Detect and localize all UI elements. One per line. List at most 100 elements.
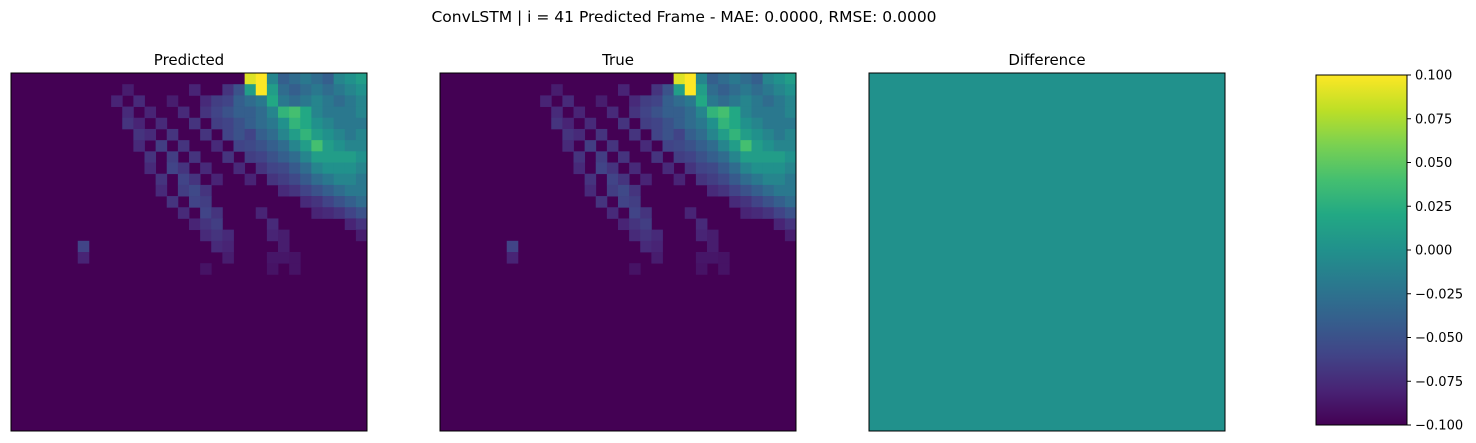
true-cell [773, 218, 786, 231]
true-cell [651, 117, 663, 130]
colorbar-tick-label: 0.000 [1415, 244, 1452, 259]
true-cell [707, 173, 719, 186]
predicted-cell [255, 117, 268, 130]
true-cell [707, 73, 719, 85]
predicted-cell [233, 106, 246, 119]
predicted-cell [333, 73, 346, 85]
predicted-cell [322, 196, 335, 208]
true-cell [718, 173, 730, 186]
predicted-cell [166, 162, 179, 175]
predicted-cell [311, 184, 323, 197]
predicted-cell [333, 117, 346, 130]
predicted-cell [133, 117, 145, 130]
true-cell [629, 184, 641, 197]
predicted-cell [266, 162, 279, 175]
heatmap-predicted [11, 73, 368, 431]
true-cell [673, 173, 686, 186]
true-cell [762, 184, 775, 197]
predicted-cell [289, 106, 301, 119]
true-cell [640, 117, 652, 130]
predicted-cell [266, 106, 279, 119]
true-cell [629, 106, 641, 119]
predicted-cell [289, 173, 301, 186]
predicted-cell [266, 95, 279, 107]
predicted-cell [177, 207, 190, 219]
true-cell [629, 162, 641, 175]
predicted-cell [189, 218, 201, 231]
predicted-cell [355, 218, 368, 231]
true-cell [640, 106, 652, 119]
predicted-cell [111, 95, 123, 107]
true-cell [606, 184, 619, 197]
true-cell [718, 84, 730, 96]
true-cell [673, 140, 686, 152]
true-cell [606, 162, 619, 175]
predicted-cell [222, 84, 234, 96]
panel-predicted: Predicted [10, 51, 368, 432]
true-cell [595, 128, 608, 141]
true-cell [595, 95, 608, 107]
predicted-cell [344, 140, 357, 152]
true-cell [762, 106, 775, 119]
true-cell [673, 117, 686, 130]
colorbar-gradient [1316, 75, 1407, 425]
true-cell [784, 184, 797, 197]
predicted-cell [344, 218, 357, 231]
true-cell [695, 162, 708, 175]
true-cell [751, 84, 764, 96]
predicted-cell [355, 162, 368, 175]
predicted-cell [300, 84, 312, 96]
predicted-cell [244, 173, 257, 186]
true-cell [606, 106, 619, 119]
true-cell [729, 84, 741, 96]
predicted-cell [255, 95, 268, 107]
true-cell [707, 106, 719, 119]
predicted-cell [233, 140, 246, 152]
true-cell [707, 252, 719, 264]
true-cell [784, 173, 797, 186]
predicted-cell [344, 173, 357, 186]
predicted-cell [289, 84, 301, 96]
true-cell [729, 117, 741, 130]
predicted-cell [244, 106, 257, 119]
true-cell [673, 95, 686, 107]
predicted-cell [344, 128, 357, 141]
predicted-cell [344, 95, 357, 107]
predicted-cell [322, 73, 335, 85]
predicted-cell [122, 106, 134, 119]
predicted-cell [189, 196, 201, 208]
true-cell [740, 117, 752, 130]
colorbar-tick-label: −0.100 [1415, 419, 1463, 434]
true-cell [729, 140, 741, 152]
predicted-cell [289, 151, 301, 163]
predicted-cell [289, 252, 301, 264]
true-cell [584, 140, 597, 152]
true-cell [707, 128, 719, 141]
predicted-cell [300, 151, 312, 163]
predicted-cell [200, 106, 212, 119]
predicted-cell [311, 196, 323, 208]
true-cell [718, 151, 730, 163]
predicted-cell [122, 84, 134, 96]
true-cell [651, 252, 663, 264]
true-cell [618, 184, 630, 197]
panel-true: True [439, 51, 797, 432]
true-cell [662, 95, 675, 107]
true-cell [629, 263, 641, 275]
predicted-cell [122, 117, 134, 130]
predicted-cell [266, 73, 279, 85]
predicted-cell [144, 151, 157, 163]
true-cell [784, 162, 797, 175]
predicted-cell [222, 95, 234, 107]
true-cell [573, 151, 586, 163]
predicted-cell [322, 162, 335, 175]
true-cell [551, 106, 563, 119]
panel-difference: Difference [868, 51, 1226, 432]
true-cell [651, 128, 663, 141]
true-cell [773, 173, 786, 186]
predicted-cell [311, 151, 323, 163]
colorbar-ticks: 0.100 0.075 0.050 0.025 0.000 −0.025 −0.050 −0.… [1407, 69, 1463, 434]
true-cell [740, 140, 752, 152]
predicted-cell [322, 173, 335, 186]
predicted-cell [222, 117, 234, 130]
